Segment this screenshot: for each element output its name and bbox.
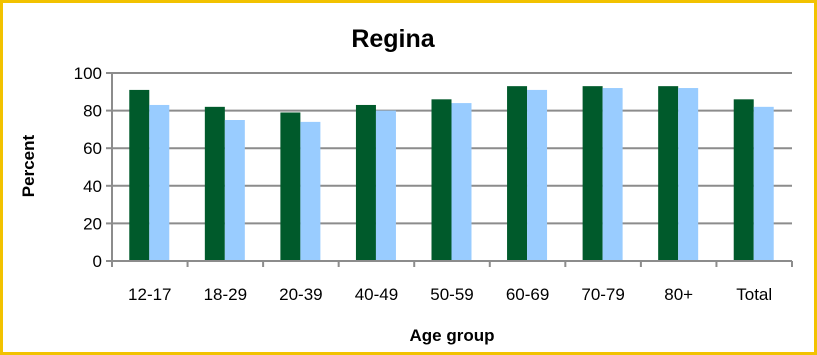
- chart-title: Regina: [351, 25, 435, 53]
- bar-series2-50-59: [451, 103, 472, 261]
- axes: [111, 73, 793, 267]
- bar-series1-Total: [733, 99, 754, 261]
- bar-series1-18-29: [204, 106, 225, 261]
- y-tick-label: 60: [83, 139, 102, 158]
- bar-series2-20-39: [300, 121, 321, 261]
- bar-series1-80+: [658, 86, 679, 261]
- bar-series2-12-17: [149, 104, 170, 262]
- x-axis-title: Age group: [410, 326, 495, 345]
- y-tick-label: 40: [83, 177, 102, 196]
- x-tick-label: 60-69: [506, 285, 549, 304]
- x-tick-label: Total: [736, 285, 772, 304]
- bar-series1-12-17: [129, 89, 150, 261]
- bar-series2-18-29: [224, 120, 245, 261]
- bar-series1-50-59: [431, 99, 452, 261]
- bar-series2-80+: [678, 88, 699, 261]
- bar-series1-70-79: [582, 86, 603, 261]
- bar-series1-40-49: [355, 104, 376, 262]
- y-tick-label: 20: [83, 214, 102, 233]
- y-tick-label: 80: [83, 102, 102, 121]
- bar-series1-20-39: [280, 112, 301, 261]
- y-tick-labels: 0 20 40 60 80 100: [74, 64, 112, 271]
- x-tick-label: 18-29: [204, 285, 247, 304]
- y-tick-label: 100: [74, 64, 102, 83]
- bars: [129, 86, 774, 262]
- x-tick-label: 12-17: [128, 285, 171, 304]
- x-tick-labels: 12-17 18-29 20-39 40-49 50-59 60-69 70-79 80+ To…: [128, 285, 772, 304]
- x-tick-label: 80+: [664, 285, 693, 304]
- bar-series1-60-69: [507, 86, 528, 261]
- x-tick-label: 20-39: [279, 285, 322, 304]
- bar-series2-70-79: [602, 88, 623, 261]
- x-tick-label: 40-49: [355, 285, 398, 304]
- bar-series2-Total: [753, 106, 774, 261]
- bar-series2-40-49: [375, 110, 396, 261]
- y-tick-label: 0: [93, 252, 102, 271]
- bar-series2-60-69: [527, 89, 548, 261]
- x-tick-label: 70-79: [581, 285, 624, 304]
- x-tick-label: 50-59: [430, 285, 473, 304]
- y-axis-title: Percent: [19, 134, 38, 197]
